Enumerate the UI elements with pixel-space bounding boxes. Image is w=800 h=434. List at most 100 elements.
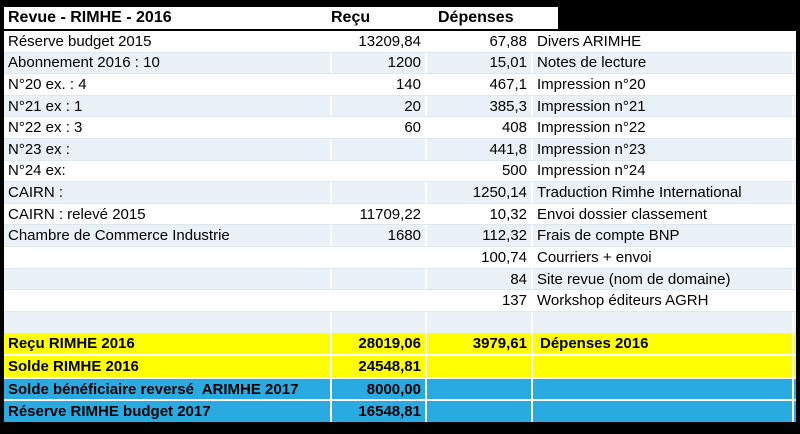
cell-note[interactable]: Traduction Rimhe International xyxy=(531,182,792,203)
cell-recu[interactable] xyxy=(330,311,425,333)
cell-depenses[interactable]: 467,1 xyxy=(425,74,531,95)
cell-recu[interactable]: 140 xyxy=(330,74,425,95)
cell-spacer xyxy=(792,95,796,117)
cell-depenses[interactable]: 67,88 xyxy=(425,31,531,52)
cell-depenses[interactable]: 112,32 xyxy=(425,225,531,247)
cell-recu[interactable]: 20 xyxy=(330,95,425,117)
cell-recu[interactable]: 16548,81 xyxy=(330,401,425,422)
cell-spacer xyxy=(792,247,796,268)
cell-note[interactable]: Envoi dossier classement xyxy=(531,203,792,225)
cell-label[interactable] xyxy=(4,290,330,311)
cell-recu[interactable]: 1200 xyxy=(330,52,425,74)
cell-recu[interactable]: 28019,06 xyxy=(330,333,425,355)
cell-label[interactable] xyxy=(4,247,330,268)
cell-note[interactable]: Site revue (nom de domaine) xyxy=(531,268,792,290)
cell-label[interactable]: N°24 ex: xyxy=(8,162,66,180)
cell-depenses[interactable]: 408 xyxy=(425,117,531,139)
cell-spacer xyxy=(792,333,796,355)
cell-depenses[interactable]: 441,8 xyxy=(425,139,531,160)
table-row: N°20 ex. : 4 140 467,1 Impression n°20 xyxy=(4,74,796,96)
cell-spacer xyxy=(792,31,796,52)
table-title[interactable]: Revue - RIMHE - 2016 xyxy=(8,9,172,26)
cell-label[interactable]: CAIRN : relevé 2015 xyxy=(8,205,146,223)
cell-label[interactable]: Réserve budget 2015 xyxy=(8,32,152,50)
cell-label[interactable]: Solde RIMHE 2016 xyxy=(8,357,139,375)
cell-label[interactable]: Réserve RIMHE budget 2017 xyxy=(8,403,211,421)
cell-recu[interactable] xyxy=(330,290,425,311)
cell-depenses[interactable] xyxy=(425,401,531,422)
cell-recu[interactable]: 60 xyxy=(330,117,425,139)
table-row: Abonnement 2016 : 10 1200 15,01 Notes de… xyxy=(4,52,796,75)
cell-recu[interactable]: 11709,22 xyxy=(330,203,425,225)
cell-depenses[interactable] xyxy=(425,378,531,400)
column-header-recu[interactable]: Reçu xyxy=(331,9,371,26)
cell-depenses[interactable] xyxy=(425,311,531,333)
cell-label[interactable]: Abonnement 2016 : 10 xyxy=(8,54,160,72)
total-row-solde-reverse-2017: Solde bénéficiaire reversé ARIMHE 2017 8… xyxy=(4,378,796,402)
cell-spacer xyxy=(792,356,796,377)
table-row: Réserve budget 2015 13209,84 67,88 Diver… xyxy=(4,31,796,53)
table-row: 100,74 Courriers + envoi xyxy=(4,247,796,269)
cell-spacer xyxy=(792,139,796,160)
cell-spacer xyxy=(792,378,796,400)
column-header-depenses[interactable]: Dépenses xyxy=(438,9,514,26)
cell-note[interactable]: Frais de compte BNP xyxy=(531,225,792,247)
cell-recu[interactable] xyxy=(330,139,425,160)
cell-recu[interactable]: 13209,84 xyxy=(330,31,425,52)
cell-recu[interactable]: 24548,81 xyxy=(330,356,425,377)
cell-note[interactable]: Courriers + envoi xyxy=(531,247,792,268)
cell-label[interactable]: N°22 ex : 3 xyxy=(8,119,83,137)
total-row-reserve-2017: Réserve RIMHE budget 2017 16548,81 xyxy=(4,401,796,422)
cell-note[interactable]: Impression n°21 xyxy=(531,95,792,117)
cell-depenses[interactable]: 10,32 xyxy=(425,203,531,225)
cell-label[interactable]: N°23 ex : xyxy=(8,140,70,158)
header-divider xyxy=(4,29,796,31)
cell-depenses[interactable]: 137 xyxy=(425,290,531,311)
cell-depenses[interactable]: 15,01 xyxy=(425,52,531,74)
cell-recu[interactable]: 1680 xyxy=(330,225,425,247)
total-row-recu-2016: Reçu RIMHE 2016 28019,06 3979,61 Dépense… xyxy=(4,333,796,357)
cell-spacer xyxy=(792,311,796,333)
cell-note[interactable]: Impression n°24 xyxy=(531,160,792,182)
cell-recu[interactable] xyxy=(330,268,425,290)
cell-depenses[interactable]: 3979,61 xyxy=(425,333,531,355)
cell-label[interactable]: Chambre de Commerce Industrie xyxy=(8,227,230,245)
cell-note[interactable] xyxy=(531,356,792,377)
cell-spacer xyxy=(792,160,796,182)
cell-note[interactable]: Notes de lecture xyxy=(531,52,792,74)
cell-note[interactable] xyxy=(531,378,792,400)
cell-note[interactable]: Impression n°22 xyxy=(531,117,792,139)
cell-label[interactable]: N°21 ex : 1 xyxy=(8,97,83,115)
cell-label[interactable]: N°20 ex. : 4 xyxy=(8,76,87,94)
table-row: Chambre de Commerce Industrie 1680 112,3… xyxy=(4,225,796,248)
cell-note[interactable]: Impression n°20 xyxy=(531,74,792,95)
cell-depenses[interactable]: 1250,14 xyxy=(425,182,531,203)
cell-depenses[interactable]: 100,74 xyxy=(425,247,531,268)
cell-label[interactable]: Reçu RIMHE 2016 xyxy=(8,335,135,353)
table-row: N°21 ex : 1 20 385,3 Impression n°21 xyxy=(4,95,796,118)
cell-note[interactable]: Divers ARIMHE xyxy=(531,31,792,52)
cell-label[interactable] xyxy=(4,269,330,290)
cell-note[interactable]: Workshop éditeurs AGRH xyxy=(531,290,792,311)
cell-depenses[interactable] xyxy=(425,356,531,377)
cell-recu[interactable] xyxy=(330,247,425,268)
cell-depenses[interactable]: 84 xyxy=(425,268,531,290)
cell-recu[interactable] xyxy=(330,182,425,203)
cell-depenses[interactable]: 500 xyxy=(425,160,531,182)
cell-recu[interactable] xyxy=(330,160,425,182)
table-row: N°22 ex : 3 60 408 Impression n°22 xyxy=(4,117,796,140)
cell-note[interactable] xyxy=(531,311,792,333)
budget-table: Revue - RIMHE - 2016 Reçu Dépenses Réser… xyxy=(4,7,796,422)
cell-spacer xyxy=(792,117,796,139)
cell-label[interactable]: CAIRN : xyxy=(8,184,64,202)
cell-spacer xyxy=(792,401,796,422)
cell-note[interactable]: Impression n°23 xyxy=(531,139,792,160)
cell-depenses[interactable]: 385,3 xyxy=(425,95,531,117)
cell-label[interactable] xyxy=(4,312,330,333)
cell-note[interactable] xyxy=(531,401,792,422)
cell-recu[interactable]: 8000,00 xyxy=(330,378,425,400)
cell-label[interactable]: Solde bénéficiaire reversé ARIMHE 2017 xyxy=(8,380,299,398)
cell-spacer xyxy=(792,268,796,290)
cell-note[interactable]: Dépenses 2016 xyxy=(531,333,792,355)
